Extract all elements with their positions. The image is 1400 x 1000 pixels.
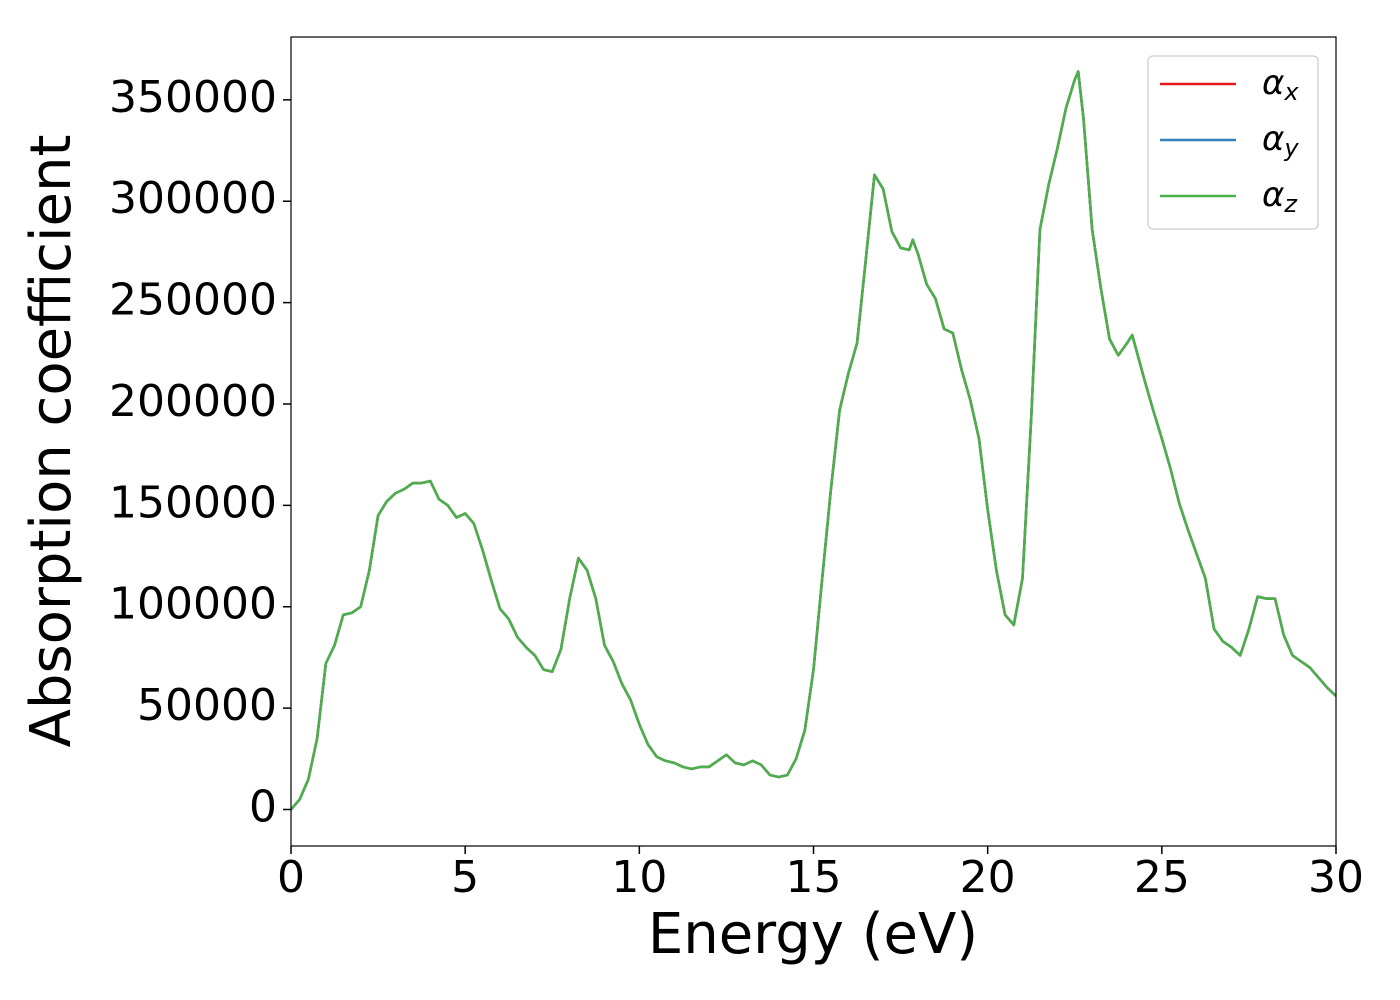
x-tick-label: 15 [786,852,842,903]
plot-lines [291,70,1336,811]
legend-label: αz [1262,175,1298,219]
y-tick-label: 250000 [109,275,277,326]
y-tick-label: 100000 [109,579,277,630]
y-tick-label: 150000 [109,477,277,528]
x-axis-label: Energy (eV) [648,902,978,967]
x-tick-label: 10 [611,852,667,903]
series-line [291,70,1336,811]
plot-frame [290,36,1337,847]
y-tick-label: 0 [249,782,277,833]
x-tick-label: 30 [1308,852,1364,903]
x-tick-label: 25 [1134,852,1190,903]
x-tick-label: 5 [451,852,479,903]
y-tick-label: 350000 [109,72,277,123]
legend-box [1147,55,1319,230]
x-tick-label: 0 [277,852,305,903]
x-tick-label: 20 [960,852,1016,903]
legend-label: αy [1262,119,1299,163]
y-tick-label: 300000 [109,173,277,224]
legend-label: αx [1262,63,1299,107]
y-axis-label: Absorption coefficient [19,135,84,748]
y-tick-label: 200000 [109,376,277,427]
y-tick-label: 50000 [137,680,277,731]
